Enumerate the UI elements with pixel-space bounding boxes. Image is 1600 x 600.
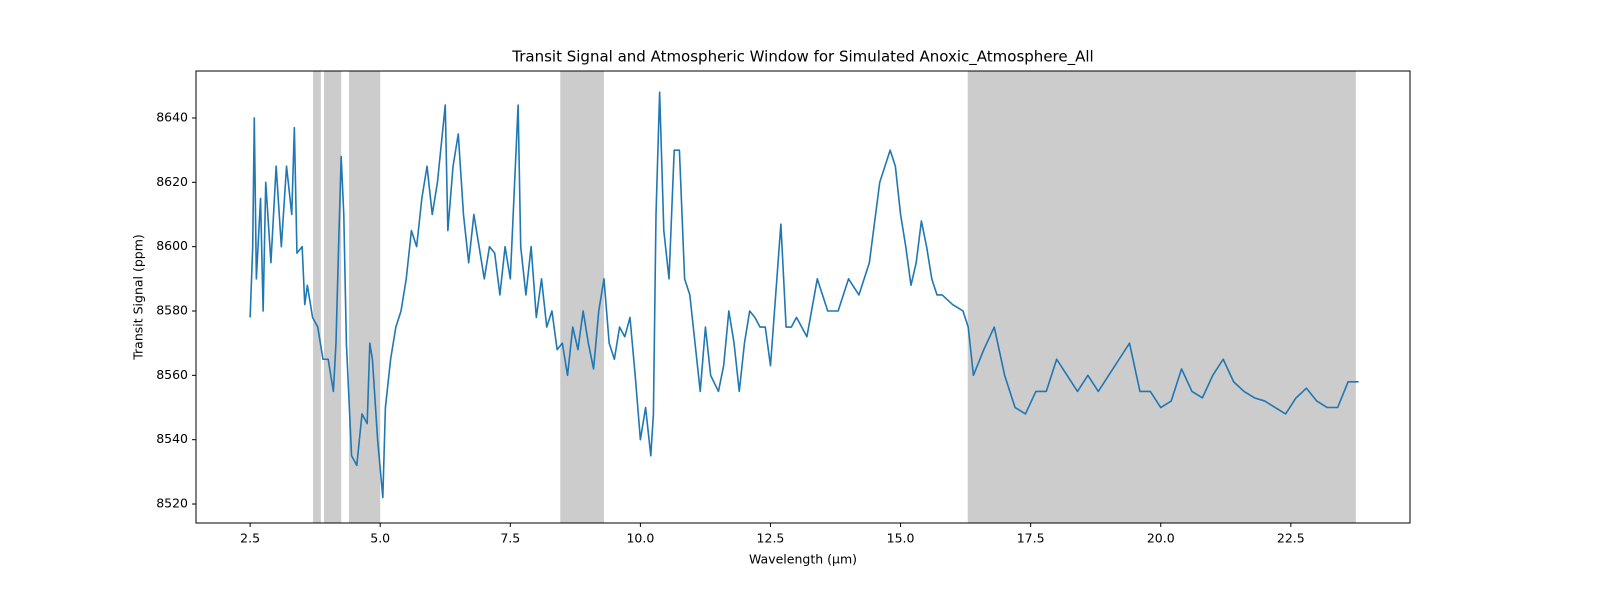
data-line <box>249 91 1359 499</box>
span <box>560 71 604 523</box>
x-tick-label: 15.0 <box>887 531 915 546</box>
plot-frame <box>195 70 1411 524</box>
y-tick-label: 8520 <box>156 496 188 511</box>
y-tick-label: 8600 <box>156 238 188 253</box>
y-tick-label: 8620 <box>156 174 188 189</box>
y-axis-label: Transit Signal (ppm) <box>131 234 146 361</box>
chart-title: Transit Signal and Atmospheric Window fo… <box>511 48 1093 67</box>
span <box>967 71 1356 523</box>
y-tick-label: 8640 <box>156 109 188 124</box>
x-tick-label: 20.0 <box>1147 531 1175 546</box>
y-tick-label: 8560 <box>156 367 188 382</box>
span <box>348 71 381 523</box>
x-tick-label: 7.5 <box>500 531 520 546</box>
x-tick-label: 2.5 <box>240 531 260 546</box>
x-tick-label: 5.0 <box>370 531 390 546</box>
x-tick-label: 12.5 <box>757 531 785 546</box>
y-tick-label: 8580 <box>156 302 188 317</box>
y-tick-label: 8540 <box>156 431 188 446</box>
span <box>313 71 321 523</box>
span <box>324 71 342 523</box>
x-axis-label: Wavelength (μm) <box>749 552 857 567</box>
x-tick-label: 17.5 <box>1017 531 1045 546</box>
x-tick-label: 22.5 <box>1277 531 1305 546</box>
x-tick-label: 10.0 <box>626 531 654 546</box>
